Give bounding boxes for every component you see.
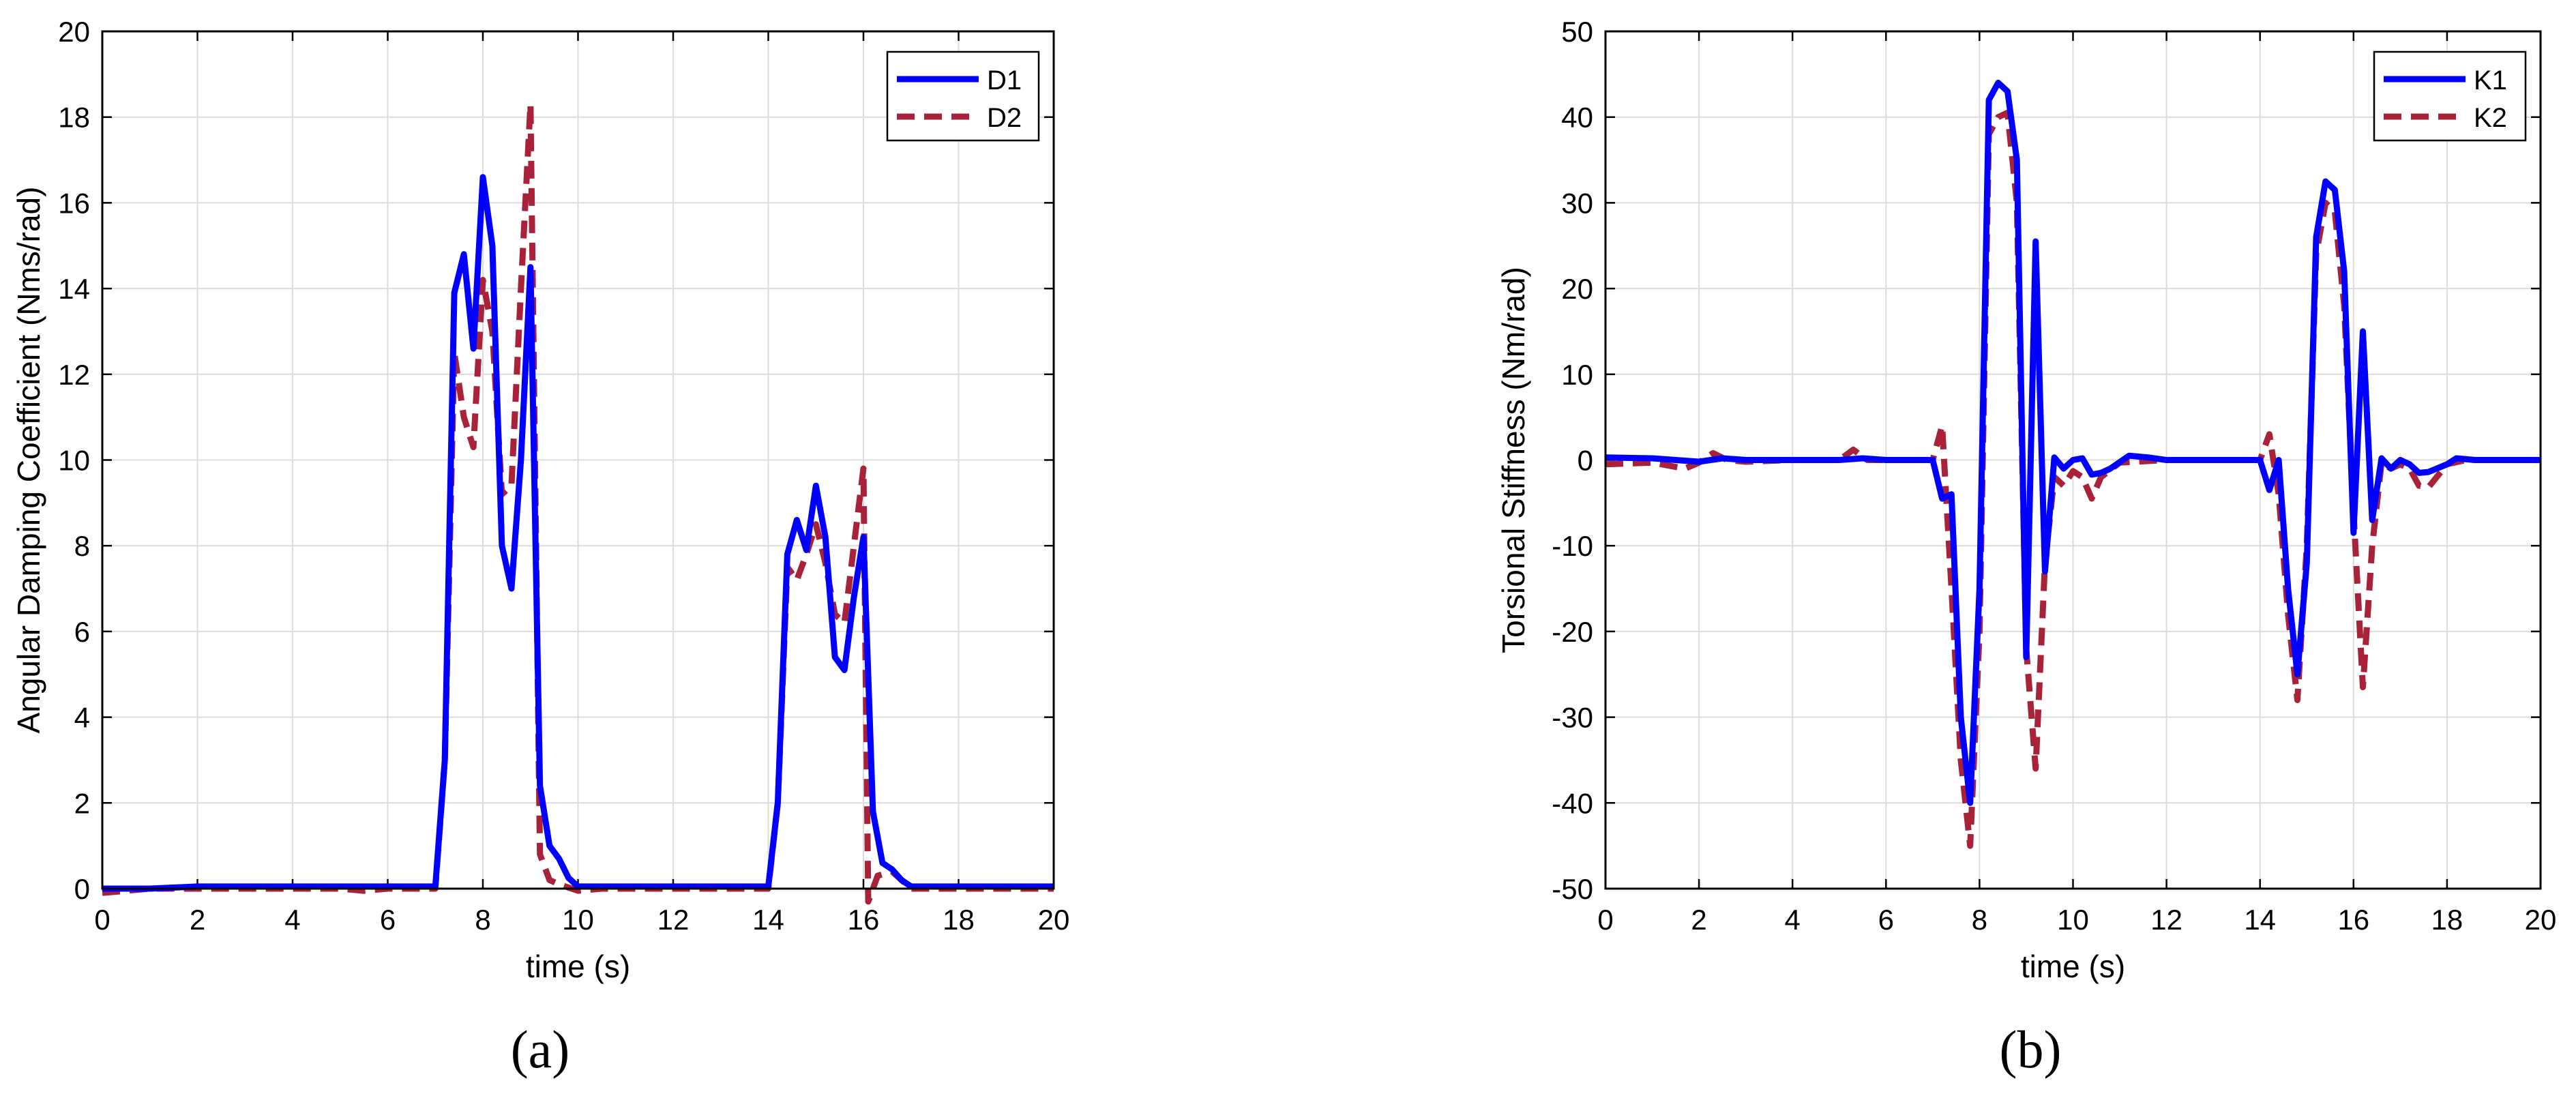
y-tick-label: 20 bbox=[58, 16, 90, 48]
axes-frame bbox=[1604, 30, 2542, 890]
y-tick-label: 10 bbox=[58, 445, 90, 477]
y-tick-label: -20 bbox=[1552, 616, 1593, 648]
y-tick-label: 30 bbox=[1561, 187, 1593, 219]
legend-label-k1: K1 bbox=[2474, 65, 2507, 95]
legend-label-k2: K2 bbox=[2474, 103, 2507, 133]
x-tick-label: 0 bbox=[94, 904, 110, 936]
chart-panel-a: 0 2 4 6 8 10 12 14 16 18 20 0 2 4 6 8 10 12 14 16 18 20 time (… bbox=[11, 16, 1069, 1079]
series-line-d1 bbox=[102, 174, 1054, 892]
x-tick-label: 8 bbox=[1972, 904, 1987, 936]
y-tick-label: 10 bbox=[1561, 359, 1593, 391]
y-tick-label: 50 bbox=[1561, 16, 1593, 48]
series-line-k1 bbox=[1605, 79, 2541, 806]
x-tick-label: 10 bbox=[2057, 904, 2089, 936]
y-axis-label: Torsional Stiffness (Nm/rad) bbox=[1496, 267, 1531, 653]
legend-label-d2: D2 bbox=[987, 103, 1022, 133]
series-group bbox=[1605, 79, 2541, 849]
panel-label: (b) bbox=[2000, 1020, 2062, 1079]
y-tick-label: -50 bbox=[1552, 873, 1593, 905]
x-tick-label: 8 bbox=[475, 904, 490, 936]
x-tick-label: 20 bbox=[1038, 904, 1070, 936]
y-tick-label: 0 bbox=[74, 873, 90, 905]
x-tick-label: 0 bbox=[1597, 904, 1613, 936]
x-tick-label: 6 bbox=[1878, 904, 1894, 936]
x-axis-label: time (s) bbox=[526, 949, 630, 984]
x-tick-label: 20 bbox=[2525, 904, 2557, 936]
y-tick-label: 16 bbox=[58, 187, 90, 219]
legend-box bbox=[886, 50, 1040, 142]
y-tick-label: 8 bbox=[74, 530, 90, 562]
x-tick-label: 12 bbox=[2150, 904, 2182, 936]
x-tick-label: 6 bbox=[380, 904, 396, 936]
series-line-k2 bbox=[1605, 109, 2541, 849]
y-tick-label: 0 bbox=[1578, 445, 1593, 477]
legend-label-d1: D1 bbox=[987, 65, 1022, 95]
y-tick-label: 14 bbox=[58, 273, 90, 305]
x-tick-label: 14 bbox=[752, 904, 784, 936]
legend-box bbox=[2373, 50, 2527, 142]
y-tick-label: 6 bbox=[74, 616, 90, 648]
y-tick-label: 40 bbox=[1561, 102, 1593, 134]
y-tick-label: 4 bbox=[74, 702, 90, 734]
y-tick-label: -40 bbox=[1552, 787, 1593, 819]
x-tick-label: 10 bbox=[562, 904, 594, 936]
x-tick-label: 4 bbox=[284, 904, 300, 936]
y-tick-label: 20 bbox=[1561, 273, 1593, 305]
x-tick-label: 4 bbox=[1785, 904, 1801, 936]
x-tick-label: 12 bbox=[657, 904, 690, 936]
y-tick-label: 18 bbox=[58, 102, 90, 134]
panel-label: (a) bbox=[511, 1020, 570, 1079]
x-tick-label: 2 bbox=[1691, 904, 1706, 936]
y-tick-label: -10 bbox=[1552, 530, 1593, 562]
x-tick-label: 14 bbox=[2244, 904, 2276, 936]
y-axis-label: Angular Damping Coefficient (Nms/rad) bbox=[11, 187, 46, 734]
x-tick-label: 18 bbox=[2431, 904, 2463, 936]
y-tick-label: -30 bbox=[1552, 702, 1593, 734]
chart-panel-b: 0 2 4 6 8 10 12 14 16 18 20 -50 -40 -30 -20 -10 0 10 20 30 4… bbox=[1496, 16, 2556, 1079]
x-tick-label: 2 bbox=[190, 904, 205, 936]
x-axis-label: time (s) bbox=[2021, 949, 2125, 984]
x-tick-label: 18 bbox=[943, 904, 975, 936]
x-tick-label: 16 bbox=[2337, 904, 2369, 936]
x-tick-label: 16 bbox=[848, 904, 880, 936]
axes-frame bbox=[101, 30, 1055, 890]
y-tick-label: 2 bbox=[74, 787, 90, 819]
y-tick-label: 12 bbox=[58, 359, 90, 391]
axis-ticks: 0 2 4 6 8 10 12 14 16 18 20 -50 -40 -30 -20 -10 0 10 20 30 4… bbox=[1552, 16, 2556, 936]
axis-ticks: 0 2 4 6 8 10 12 14 16 18 20 0 2 4 6 8 10 12 14 16 18 20 bbox=[58, 16, 1069, 936]
